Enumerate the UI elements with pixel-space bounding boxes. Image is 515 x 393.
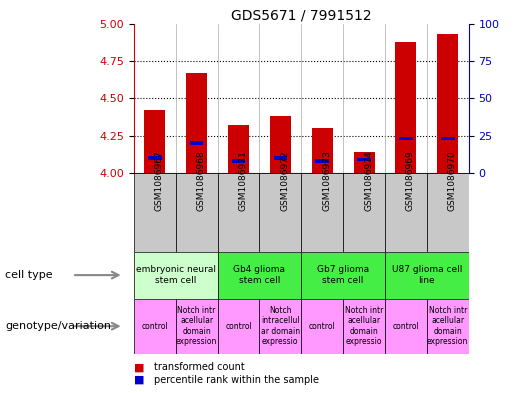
Text: Notch intr
acellular
domain
expression: Notch intr acellular domain expression xyxy=(427,306,469,346)
Bar xyxy=(217,299,260,354)
Bar xyxy=(399,137,413,140)
Title: GDS5671 / 7991512: GDS5671 / 7991512 xyxy=(231,8,372,22)
Bar xyxy=(134,252,217,299)
Bar xyxy=(148,156,162,160)
Text: GSM1086971: GSM1086971 xyxy=(238,151,248,211)
Text: cell type: cell type xyxy=(5,270,53,280)
Bar xyxy=(385,252,469,299)
Text: Notch intr
acellular
domain
expression: Notch intr acellular domain expression xyxy=(176,306,217,346)
Text: GSM1086972: GSM1086972 xyxy=(280,151,289,211)
Bar xyxy=(437,34,458,173)
Bar xyxy=(228,125,249,173)
Text: GSM1086974: GSM1086974 xyxy=(364,151,373,211)
Bar xyxy=(301,252,385,299)
Text: GSM1086968: GSM1086968 xyxy=(197,151,205,211)
Text: transformed count: transformed count xyxy=(154,362,245,373)
Bar xyxy=(343,299,385,354)
Bar xyxy=(385,173,427,252)
Text: control: control xyxy=(392,322,419,331)
Bar xyxy=(273,156,287,160)
Text: U87 glioma cell
line: U87 glioma cell line xyxy=(391,265,462,285)
Bar xyxy=(427,173,469,252)
Text: Gb4 glioma
stem cell: Gb4 glioma stem cell xyxy=(233,265,285,285)
Text: genotype/variation: genotype/variation xyxy=(5,321,111,331)
Text: ■: ■ xyxy=(134,362,144,373)
Text: control: control xyxy=(309,322,336,331)
Bar xyxy=(144,110,165,173)
Text: GSM1086969: GSM1086969 xyxy=(406,151,415,211)
Bar xyxy=(134,173,176,252)
Bar xyxy=(396,42,416,173)
Text: Gb7 glioma
stem cell: Gb7 glioma stem cell xyxy=(317,265,369,285)
Bar xyxy=(190,141,203,145)
Text: GSM1086967: GSM1086967 xyxy=(155,151,164,211)
Bar xyxy=(217,252,301,299)
Text: percentile rank within the sample: percentile rank within the sample xyxy=(154,375,319,385)
Bar xyxy=(270,116,291,173)
Bar xyxy=(354,152,374,173)
Text: Notch intr
acellular
domain
expressio: Notch intr acellular domain expressio xyxy=(345,306,383,346)
Bar xyxy=(301,299,343,354)
Text: control: control xyxy=(225,322,252,331)
Bar xyxy=(357,158,371,162)
Bar xyxy=(217,173,260,252)
Bar xyxy=(134,299,176,354)
Text: control: control xyxy=(142,322,168,331)
Bar xyxy=(385,299,427,354)
Bar xyxy=(232,159,245,163)
Bar xyxy=(186,73,207,173)
Bar xyxy=(427,299,469,354)
Bar xyxy=(260,299,301,354)
Bar xyxy=(260,173,301,252)
Text: embryonic neural
stem cell: embryonic neural stem cell xyxy=(136,265,216,285)
Text: GSM1086973: GSM1086973 xyxy=(322,151,331,211)
Bar xyxy=(343,173,385,252)
Bar xyxy=(176,173,217,252)
Bar xyxy=(176,299,217,354)
Text: ■: ■ xyxy=(134,375,144,385)
Bar xyxy=(441,137,455,140)
Text: GSM1086970: GSM1086970 xyxy=(448,151,457,211)
Text: Notch
intracellul
ar domain
expressio: Notch intracellul ar domain expressio xyxy=(261,306,300,346)
Bar xyxy=(301,173,343,252)
Bar xyxy=(312,128,333,173)
Bar xyxy=(315,159,329,163)
